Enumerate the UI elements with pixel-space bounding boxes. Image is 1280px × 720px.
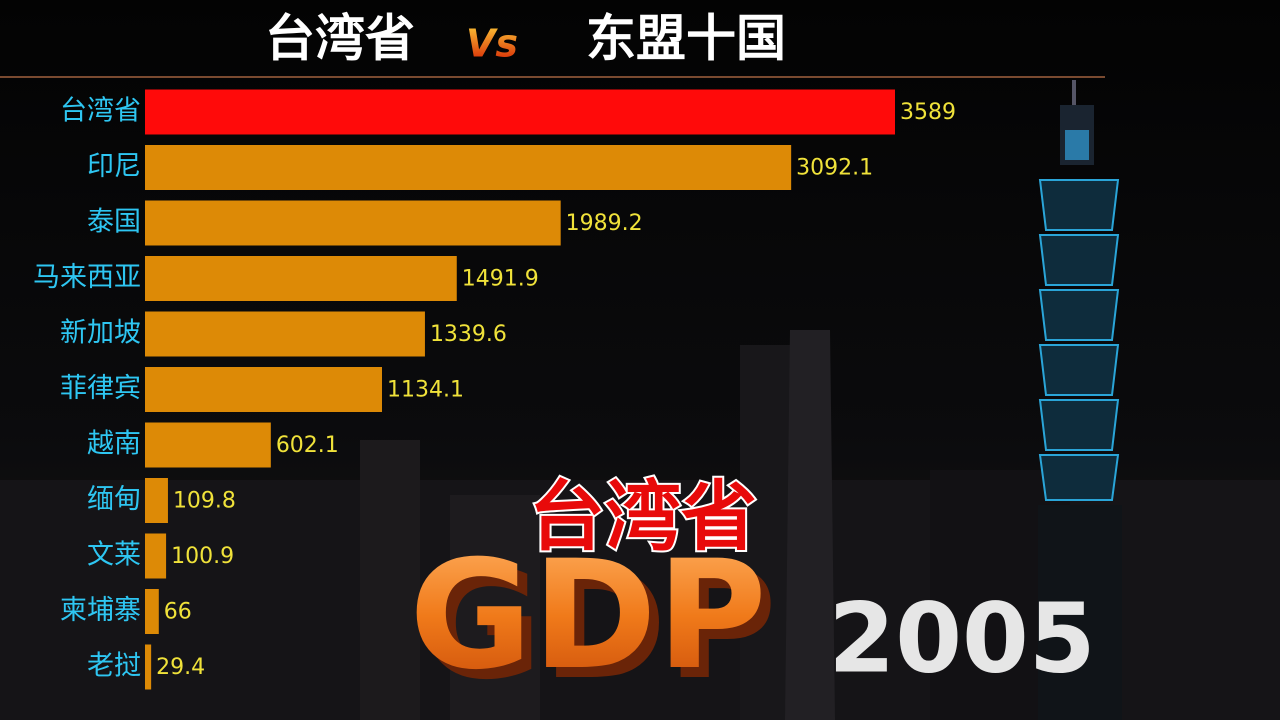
value-label: 1339.6 — [430, 322, 507, 347]
bar — [145, 311, 425, 357]
overlay-metric: GDP — [409, 529, 767, 703]
value-label: 100.9 — [171, 544, 234, 569]
value-label: 602.1 — [276, 433, 339, 458]
value-label: 1134.1 — [387, 378, 464, 403]
overlay-region: 台湾省 — [529, 472, 757, 561]
value-label: 3589 — [900, 100, 956, 125]
category-label: 台湾省 — [60, 96, 141, 127]
chart-title: 台湾省 — [265, 10, 415, 68]
bar — [145, 200, 561, 246]
value-label: 66 — [164, 600, 192, 625]
value-label: 1989.2 — [566, 211, 643, 236]
category-label: 泰国 — [87, 207, 141, 238]
category-label: 柬埔寨 — [60, 595, 141, 626]
taipei-101 — [1038, 80, 1122, 720]
bar — [145, 89, 895, 135]
overlay-metric-shadow: GDP — [419, 539, 777, 713]
bar — [145, 422, 271, 468]
bar — [145, 644, 152, 690]
value-label: 109.8 — [173, 489, 236, 514]
value-label: 3092.1 — [796, 156, 873, 181]
bar — [145, 367, 382, 412]
category-label: 新加坡 — [60, 318, 141, 349]
value-label: 29.4 — [156, 655, 205, 680]
category-label: 印尼 — [87, 151, 141, 182]
category-label: 菲律宾 — [60, 373, 141, 404]
category-label: 马来西亚 — [33, 262, 141, 293]
bar — [145, 478, 168, 523]
category-label: 文莱 — [87, 540, 141, 571]
value-label: 1491.9 — [462, 267, 539, 292]
bars: 台湾省 3589 印尼 3092.1 泰国 1989.2 马来西亚 1491.9 新加坡 1339… — [33, 89, 956, 690]
bar — [145, 145, 792, 190]
category-label: 缅甸 — [87, 484, 141, 515]
bar — [145, 589, 159, 634]
category-label: 老挝 — [87, 651, 141, 682]
bar — [145, 256, 457, 301]
overlay-year: 2005 — [828, 582, 1095, 694]
title-vs: Vs — [466, 22, 518, 66]
category-label: 越南 — [87, 429, 141, 460]
chart-title: 东盟十国 — [586, 10, 786, 68]
bar — [145, 533, 167, 579]
